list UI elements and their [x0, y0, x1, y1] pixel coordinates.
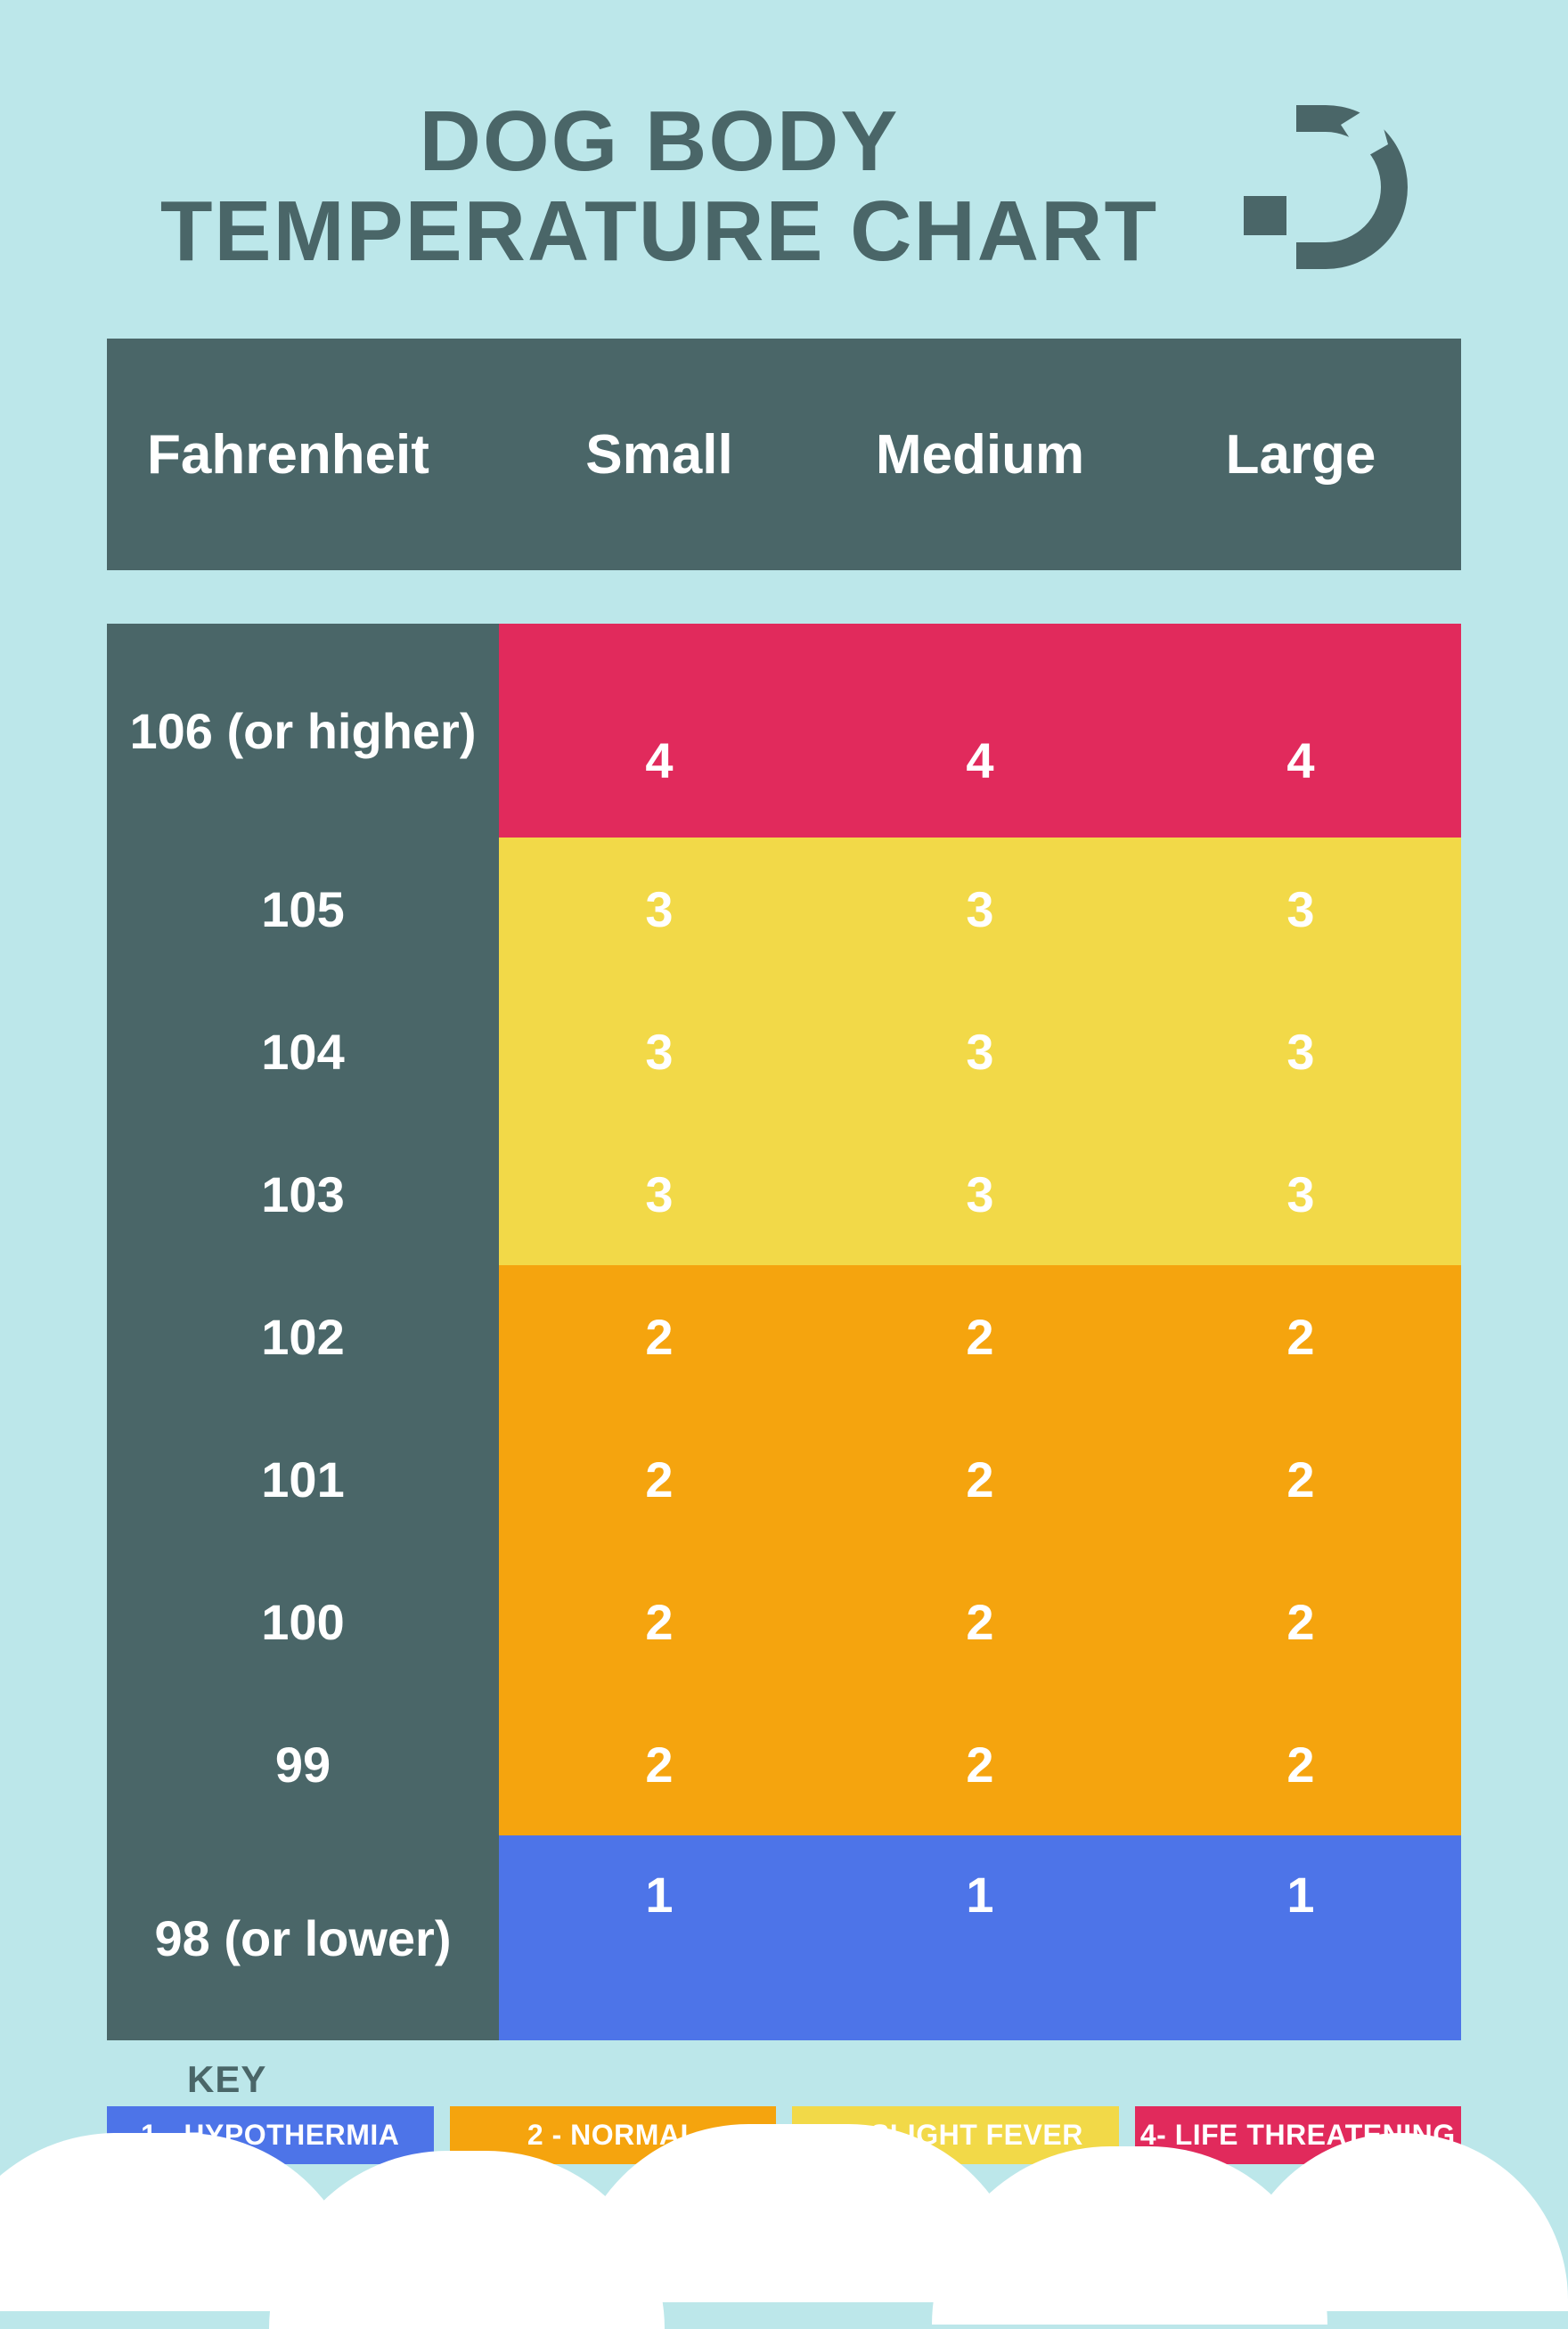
value-cell: 2 [820, 1693, 1140, 1835]
table-row: 222 [499, 1693, 1461, 1835]
value-cell: 1 [499, 1835, 820, 2040]
table-body: 106 (or higher)1051041031021011009998 (o… [107, 624, 1461, 2040]
value-cell: 2 [499, 1408, 820, 1550]
row-label: 105 [107, 838, 499, 980]
value-cell: 3 [499, 1123, 820, 1265]
value-cell: 2 [820, 1550, 1140, 1693]
cloud-decoration [0, 2097, 1568, 2213]
table-row: 222 [499, 1550, 1461, 1693]
value-cell: 3 [1140, 1123, 1461, 1265]
title-line-2: TEMPERATURE CHART [160, 187, 1158, 277]
value-cell: 3 [820, 980, 1140, 1123]
dog-logo-icon [1212, 89, 1408, 285]
value-column: 444333333333222222222222111 [499, 624, 1461, 2040]
table-row: 333 [499, 1123, 1461, 1265]
header-body-gap [107, 570, 1461, 624]
value-cell: 2 [1140, 1265, 1461, 1408]
value-cell: 2 [499, 1550, 820, 1693]
key-title: KEY [107, 2058, 1461, 2101]
table-row: 222 [499, 1408, 1461, 1550]
row-label: 99 [107, 1693, 499, 1835]
value-cell: 4 [820, 624, 1140, 838]
value-cell: 4 [499, 624, 820, 838]
row-label: 106 (or higher) [107, 624, 499, 838]
title-line-1: DOG BODY [160, 97, 1158, 187]
col-header-fahrenheit: Fahrenheit [107, 423, 499, 486]
value-cell: 2 [499, 1265, 820, 1408]
table-row: 222 [499, 1265, 1461, 1408]
table-row: 444 [499, 624, 1461, 838]
value-cell: 2 [820, 1408, 1140, 1550]
row-label: 98 (or lower) [107, 1835, 499, 2040]
row-label: 101 [107, 1408, 499, 1550]
value-cell: 2 [820, 1265, 1140, 1408]
header: DOG BODY TEMPERATURE CHART [0, 0, 1568, 339]
value-cell: 2 [1140, 1408, 1461, 1550]
value-cell: 3 [499, 838, 820, 980]
value-cell: 2 [1140, 1693, 1461, 1835]
value-cell: 2 [1140, 1550, 1461, 1693]
value-cell: 1 [1140, 1835, 1461, 2040]
title-block: DOG BODY TEMPERATURE CHART [160, 97, 1158, 277]
value-cell: 3 [820, 1123, 1140, 1265]
table-header-row: Fahrenheit Small Medium Large [107, 339, 1461, 570]
col-header-medium: Medium [820, 423, 1140, 486]
label-column: 106 (or higher)1051041031021011009998 (o… [107, 624, 499, 2040]
col-header-large: Large [1140, 423, 1461, 486]
value-cell: 1 [820, 1835, 1140, 2040]
row-label: 103 [107, 1123, 499, 1265]
col-header-small: Small [499, 423, 820, 486]
chart-main: Fahrenheit Small Medium Large 106 (or hi… [0, 339, 1568, 2040]
row-label: 102 [107, 1265, 499, 1408]
row-label: 100 [107, 1550, 499, 1693]
value-cell: 3 [1140, 980, 1461, 1123]
row-label: 104 [107, 980, 499, 1123]
table-row: 111 [499, 1835, 1461, 2040]
value-cell: 3 [1140, 838, 1461, 980]
value-cell: 2 [499, 1693, 820, 1835]
value-cell: 3 [499, 980, 820, 1123]
value-cell: 3 [820, 838, 1140, 980]
table-row: 333 [499, 980, 1461, 1123]
table-row: 333 [499, 838, 1461, 980]
value-cell: 4 [1140, 624, 1461, 838]
